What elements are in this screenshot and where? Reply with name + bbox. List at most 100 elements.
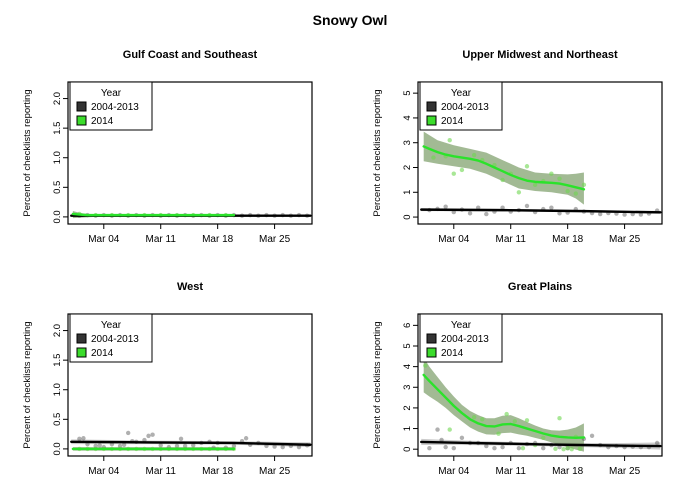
- y-tick-label: 2: [402, 165, 413, 170]
- data-point-2004-2013: [549, 205, 554, 210]
- y-tick-label: 0.0: [52, 442, 63, 455]
- legend-label-2004-2013: 2004-2013: [91, 334, 139, 345]
- data-point-2004-2013: [158, 443, 163, 448]
- data-point-2014: [541, 435, 546, 441]
- data-point-2014: [524, 164, 530, 169]
- y-tick-label: 1.5: [52, 354, 63, 367]
- data-point-2004-2013: [459, 435, 465, 441]
- data-point-2004-2013: [427, 445, 432, 451]
- x-tick-label: Mar 04: [88, 466, 120, 477]
- panel-title: Great Plains: [508, 281, 572, 293]
- data-point-2004-2013: [77, 436, 82, 442]
- data-point-2014: [504, 411, 509, 417]
- legend-label-2004-2013: 2004-2013: [441, 334, 489, 345]
- legend-swatch-2004-2013: [426, 333, 437, 344]
- y-tick-label: 1.0: [52, 151, 63, 164]
- x-tick-label: Mar 11: [146, 466, 177, 477]
- data-point-2004-2013: [516, 445, 522, 451]
- data-point-2004-2013: [524, 203, 530, 209]
- legend-title: Year: [451, 88, 472, 99]
- y-tick-label: 4: [402, 364, 413, 369]
- data-point-2004-2013: [557, 211, 562, 216]
- data-point-2004-2013: [500, 205, 505, 210]
- legend-title: Year: [101, 88, 122, 99]
- y-axis-title: Percent of checklists reporting: [372, 89, 383, 216]
- legend-label-2014: 2014: [91, 348, 114, 359]
- panel-gulf-coast-and-southeast: Gulf Coast and Southeast Mar 04 Mar 11 Mar …: [22, 49, 313, 245]
- y-tick-label: 5: [402, 343, 413, 348]
- data-point-2014: [447, 427, 452, 432]
- panel-great-plains: Great Plains Mar 04 Mar 11 Mar 18 Mar 25 0 1 2 3…: [372, 281, 663, 477]
- y-tick-label: 1.0: [52, 383, 63, 396]
- data-point-2014: [557, 416, 562, 421]
- data-point-2014: [524, 418, 530, 423]
- y-tick-label: 0: [402, 447, 413, 452]
- legend-label-2014: 2014: [441, 348, 464, 359]
- trend-line-2014: [422, 373, 586, 440]
- y-tick-label: 0: [402, 214, 413, 219]
- y-tick-label: 0.5: [52, 413, 63, 426]
- legend-swatch-2004-2013: [76, 101, 87, 112]
- confidence-band-2014: [423, 357, 584, 452]
- y-tick-label: 2.0: [52, 92, 63, 105]
- data-point-2004-2013: [467, 211, 473, 216]
- x-tick-label: Mar 04: [438, 466, 470, 477]
- y-tick-label: 2: [402, 405, 413, 410]
- data-point-2014: [561, 446, 566, 452]
- x-tick-label: Mar 18: [552, 466, 584, 477]
- y-tick-label: 1: [402, 190, 413, 195]
- y-tick-label: 1.5: [52, 122, 63, 135]
- data-point-2014: [500, 177, 505, 183]
- data-point-2004-2013: [243, 436, 249, 441]
- panel-west: West Mar 04 Mar 11 Mar 18 Mar 25 0.0 0.5 1.0 1.5…: [22, 281, 313, 477]
- x-tick-label: Mar 25: [609, 234, 641, 245]
- x-tick-label: Mar 25: [259, 466, 291, 477]
- data-point-2014: [431, 155, 436, 160]
- x-tick-label: Mar 18: [552, 234, 584, 245]
- confidence-band-2014: [423, 131, 584, 205]
- x-tick-label: Mar 25: [609, 466, 641, 477]
- data-point-2014: [516, 190, 522, 195]
- trend-line-2004-2013: [420, 208, 662, 214]
- data-point-2014: [451, 171, 456, 176]
- legend-swatch-2014: [426, 347, 437, 358]
- legend-swatch-2014: [76, 115, 87, 126]
- data-point-2014: [553, 446, 558, 451]
- y-tick-label: 1: [402, 426, 413, 431]
- data-point-2014: [512, 419, 517, 424]
- data-point-2014: [573, 191, 578, 196]
- trend-line-2014: [71, 212, 236, 217]
- data-point-2004-2013: [435, 427, 440, 432]
- data-point-2004-2013: [475, 205, 481, 210]
- data-point-2004-2013: [484, 443, 489, 449]
- y-tick-label: 3: [402, 140, 413, 145]
- data-point-2004-2013: [443, 204, 448, 209]
- y-axis-title: Percent of checklists reporting: [22, 321, 33, 448]
- data-point-2014: [496, 431, 501, 436]
- data-point-2014: [520, 445, 526, 451]
- x-tick-label: Mar 11: [496, 466, 527, 477]
- data-point-2014: [565, 445, 570, 451]
- plot-frame: [67, 81, 313, 225]
- data-point-2004-2013: [125, 430, 131, 436]
- data-point-2004-2013: [589, 433, 595, 438]
- data-point-2004-2013: [280, 444, 285, 450]
- y-tick-label: 5: [402, 91, 413, 96]
- data-point-2014: [565, 188, 570, 194]
- trend-line-2004-2013: [420, 440, 662, 448]
- panel-title: Upper Midwest and Northeast: [462, 49, 618, 61]
- data-point-2004-2013: [272, 444, 277, 449]
- data-point-2014: [557, 176, 562, 181]
- data-point-2004-2013: [638, 212, 644, 217]
- data-point-2014: [447, 138, 452, 143]
- y-axis-title: Percent of checklists reporting: [22, 89, 33, 216]
- y-tick-label: 0.0: [52, 210, 63, 223]
- data-point-2014: [581, 182, 587, 188]
- figure-title: Snowy Owl: [312, 12, 388, 28]
- data-point-2004-2013: [178, 436, 184, 442]
- legend-title: Year: [451, 320, 472, 331]
- data-point-2004-2013: [500, 444, 505, 450]
- legend-swatch-2014: [426, 115, 437, 126]
- y-tick-label: 3: [402, 385, 413, 390]
